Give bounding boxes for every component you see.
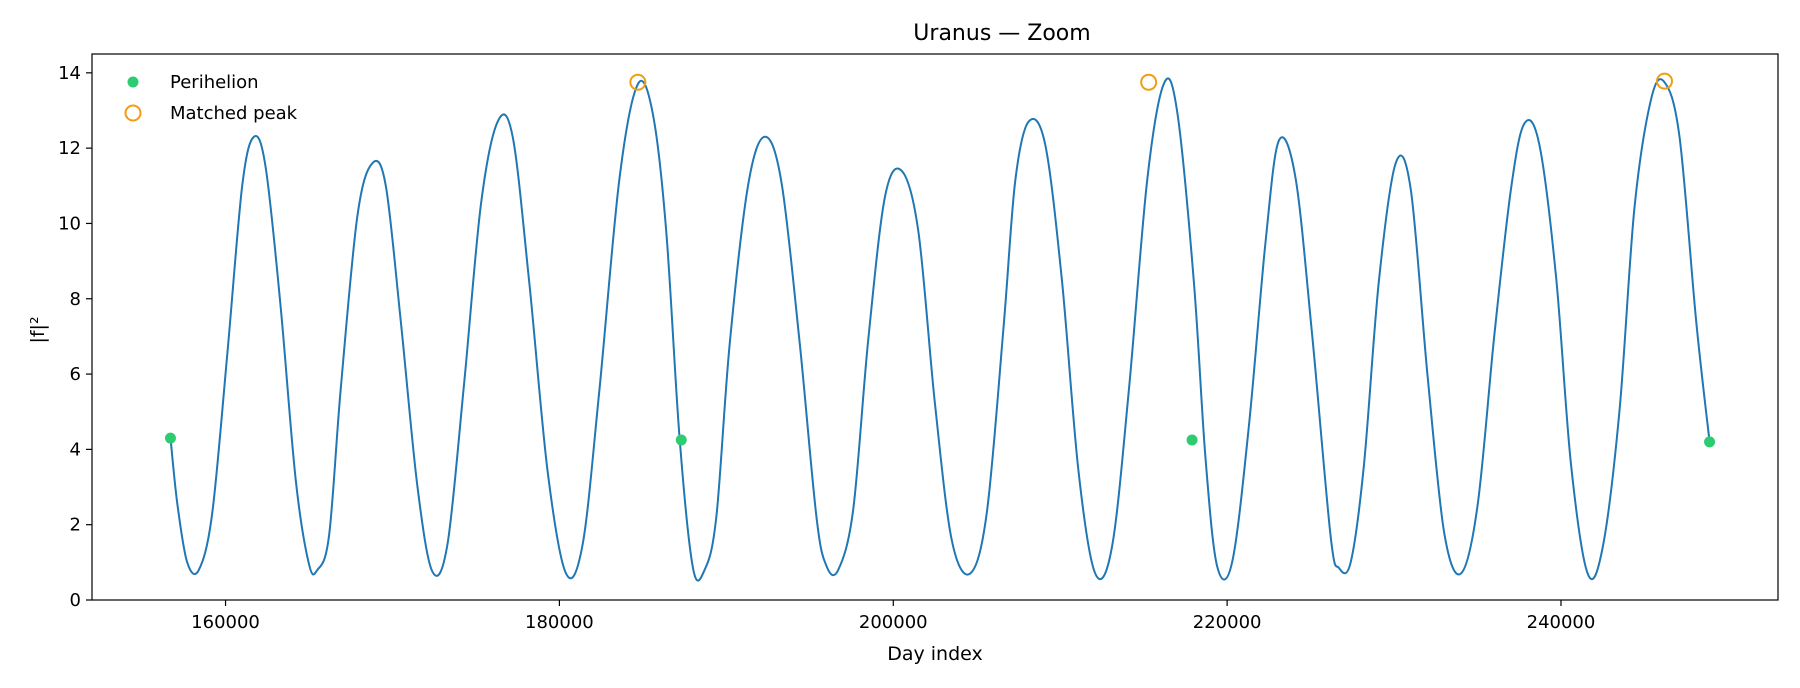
y-tick-label: 8 <box>70 289 81 310</box>
legend-marker-perihelion <box>127 76 139 88</box>
perihelion-point <box>1186 434 1198 446</box>
plot-frame <box>91 53 1779 601</box>
y-tick-label: 0 <box>70 590 81 611</box>
matched-peak-point <box>629 73 647 91</box>
y-tick-label: 2 <box>70 515 81 536</box>
series-layer <box>164 72 1716 582</box>
x-tick-label: 160000 <box>191 612 260 633</box>
x-tick-label: 220000 <box>1193 612 1262 633</box>
chart-title: Uranus — Zoom <box>913 21 1090 46</box>
legend-label: Perihelion <box>170 72 259 93</box>
x-axis: 160000 180000 200000 220000 240000 <box>191 600 1595 633</box>
perihelion-point <box>1704 436 1716 448</box>
y-tick-label: 4 <box>70 439 81 460</box>
legend: Perihelion Matched peak <box>124 72 298 124</box>
y-tick-label: 6 <box>70 364 81 385</box>
matched-peak-point <box>1140 73 1158 91</box>
y-tick-label: 10 <box>58 213 81 234</box>
y-tick-label: 12 <box>58 138 81 159</box>
x-axis-label: Day index <box>887 643 983 665</box>
legend-marker-matched-peak <box>124 104 142 122</box>
x-tick-label: 200000 <box>859 612 928 633</box>
y-axis: 0 2 4 6 8 10 12 14 <box>58 63 92 611</box>
series-line <box>169 77 1711 582</box>
x-tick-label: 240000 <box>1527 612 1596 633</box>
legend-label: Matched peak <box>170 103 298 124</box>
y-axis-label: |f|² <box>27 316 49 343</box>
plot-background <box>92 54 1778 600</box>
perihelion-point <box>164 432 176 444</box>
matched-peak-point <box>1655 72 1673 90</box>
x-tick-label: 180000 <box>525 612 594 633</box>
perihelion-point <box>675 434 687 446</box>
y-tick-label: 14 <box>58 63 81 84</box>
